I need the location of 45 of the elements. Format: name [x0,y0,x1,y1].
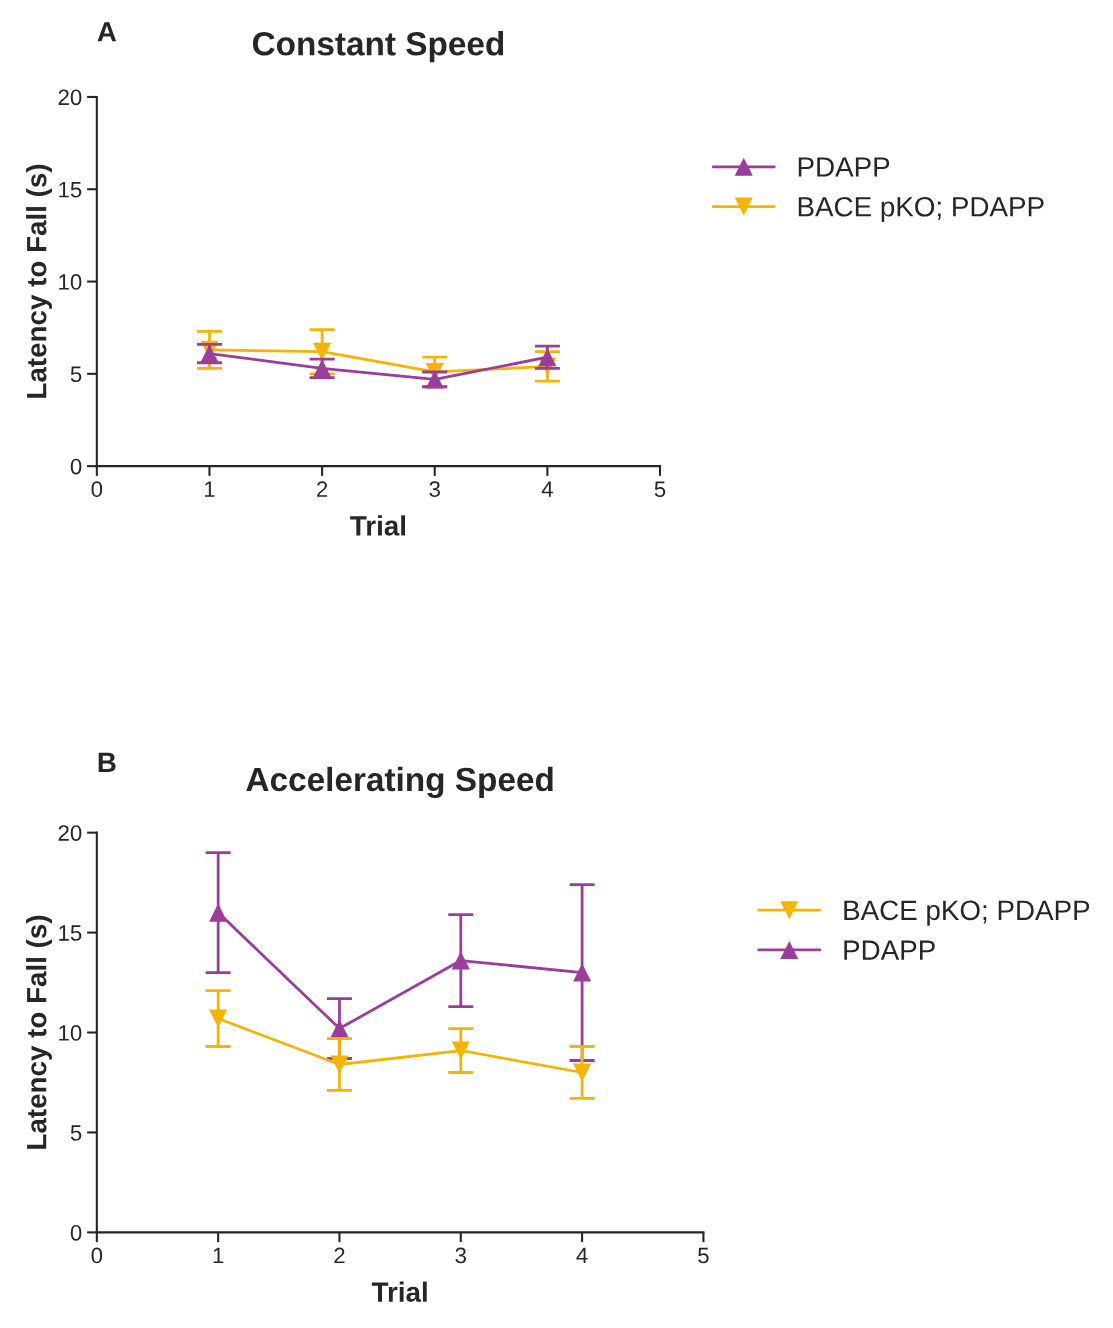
y-tick-label: 0 [70,1224,82,1241]
x-tick-label: 1 [213,1247,224,1264]
x-tick-label: 5 [698,1247,709,1264]
y-axis-title: Latency to Fall (s) [26,164,52,398]
x-tick-label: 0 [91,1247,103,1264]
x-tick-label: 2 [334,1247,345,1264]
point [425,370,444,389]
x-tick-label: 3 [429,481,440,498]
y-tick-label: 0 [70,458,82,475]
legend-label: BACE pKO; PDAPP [844,900,1090,926]
x-tick-label: 0 [91,481,103,498]
point [209,1009,228,1028]
point [451,1041,470,1060]
legend-label: PDAPP [798,157,890,177]
x-tick-label: 4 [541,481,553,497]
point [573,963,592,982]
legend-label: PDAPP [844,940,935,960]
x-axis-title: Trial [350,515,406,536]
y-tick-label: 5 [70,366,82,383]
y-tick-label: 20 [58,89,82,106]
point [330,1055,349,1074]
y-tick-label: 5 [70,1125,82,1141]
y-tick-label: 10 [59,274,82,290]
x-tick-label: 1 [204,481,215,497]
x-tick-label: 4 [576,1247,588,1264]
y-tick-label: 20 [58,825,82,841]
x-tick-label: 2 [317,481,328,497]
point [451,951,470,970]
x-axis-title: Trial [371,1281,427,1302]
point [538,348,557,367]
y-tick-label: 15 [59,182,82,198]
legend-label: BACE pKO; PDAPP [798,196,1044,223]
point [573,1063,592,1082]
y-axis-title: Latency to Fall (s) [26,915,52,1149]
point [200,344,219,363]
y-tick-label: 15 [59,925,82,941]
chart-title: Constant Speed [252,31,504,63]
chart-title: Accelerating Speed [246,766,553,799]
x-tick-label: 5 [654,481,666,498]
text: B [98,752,116,772]
x-tick-label: 3 [455,1247,466,1264]
point [313,359,332,378]
point [209,903,228,922]
y-tick-label: 10 [59,1025,82,1041]
text: A [97,22,117,42]
